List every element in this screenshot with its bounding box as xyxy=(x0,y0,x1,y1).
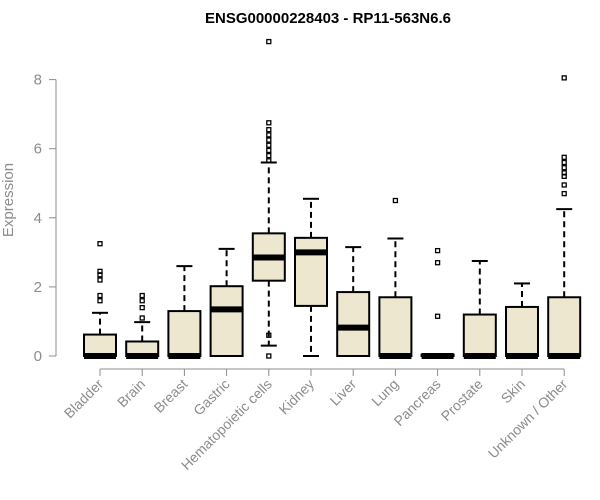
x-tick-label: Pancreas xyxy=(391,376,444,429)
outlier-point xyxy=(561,170,567,176)
outlier-point xyxy=(139,292,145,299)
outlier-point xyxy=(561,154,567,160)
outlier-point xyxy=(266,142,272,148)
outlier-point xyxy=(561,190,567,197)
y-tick-label: 2 xyxy=(34,279,42,296)
outlier-point xyxy=(266,152,272,159)
outlier-point xyxy=(97,292,103,299)
outlier-point xyxy=(266,120,272,126)
outlier-point xyxy=(266,158,272,164)
x-tick-label: Unknown / Other xyxy=(485,376,571,462)
outlier-point xyxy=(434,260,441,266)
box-body xyxy=(505,305,539,357)
outlier-point xyxy=(434,313,441,319)
box-bladder xyxy=(83,241,117,359)
x-tick-label: Kidney xyxy=(276,376,318,418)
outlier-point xyxy=(97,241,103,247)
box-liver xyxy=(336,246,371,357)
x-tick-label: Breast xyxy=(151,376,191,416)
outlier-point xyxy=(97,277,103,283)
box-body xyxy=(167,310,202,357)
outlier-point xyxy=(392,197,399,204)
outlier-point xyxy=(139,304,145,311)
outlier-point xyxy=(266,137,272,143)
outlier-point xyxy=(266,127,272,133)
outlier-point xyxy=(139,298,145,304)
box-skin xyxy=(505,282,539,359)
x-tick-label: Lung xyxy=(368,376,401,409)
x-tick-label: Skin xyxy=(498,376,529,407)
outlier-point xyxy=(434,247,441,254)
box-prostate xyxy=(462,259,497,359)
x-tick-label: Bladder xyxy=(61,376,107,422)
y-tick-label: 0 xyxy=(34,348,42,365)
outlier-point xyxy=(561,165,567,171)
box-brain xyxy=(125,292,160,359)
box-kidney xyxy=(294,197,328,357)
x-tick-label: Brain xyxy=(114,376,148,410)
outlier-point xyxy=(561,75,567,81)
y-tick-label: 6 xyxy=(34,141,42,158)
outlier-point xyxy=(266,38,272,45)
x-tick-label: Liver xyxy=(327,376,360,409)
box-breast xyxy=(167,265,202,359)
y-axis: 0 2 4 6 8 xyxy=(34,72,57,365)
box-body xyxy=(336,291,371,357)
box-body xyxy=(209,285,244,358)
y-tick-label: 8 xyxy=(34,72,42,89)
x-tick-label: Prostate xyxy=(438,376,486,424)
chart-title: ENSG00000228403 - RP11-563N6.6 xyxy=(205,10,451,27)
outlier-point xyxy=(561,159,567,166)
box-body xyxy=(294,236,328,307)
box-body xyxy=(83,333,117,358)
box-body xyxy=(547,296,582,358)
outlier-point xyxy=(97,298,103,304)
y-axis-label: Expression xyxy=(0,163,17,237)
box-body xyxy=(462,313,497,358)
plot-area xyxy=(83,38,582,359)
box-gastric xyxy=(209,247,244,358)
box-pancreas xyxy=(420,247,455,359)
box-unknown-other xyxy=(547,75,582,359)
y-tick-label: 4 xyxy=(34,210,42,227)
outlier-point xyxy=(139,315,145,321)
outlier-point xyxy=(266,147,272,154)
outlier-point xyxy=(266,132,272,138)
box-body xyxy=(378,296,413,358)
outlier-point xyxy=(266,353,272,359)
outlier-point xyxy=(266,332,272,338)
box-lung xyxy=(378,197,413,359)
box-hematopoietic-cells xyxy=(251,38,286,359)
outlier-point xyxy=(97,268,103,275)
outlier-point xyxy=(561,182,567,188)
